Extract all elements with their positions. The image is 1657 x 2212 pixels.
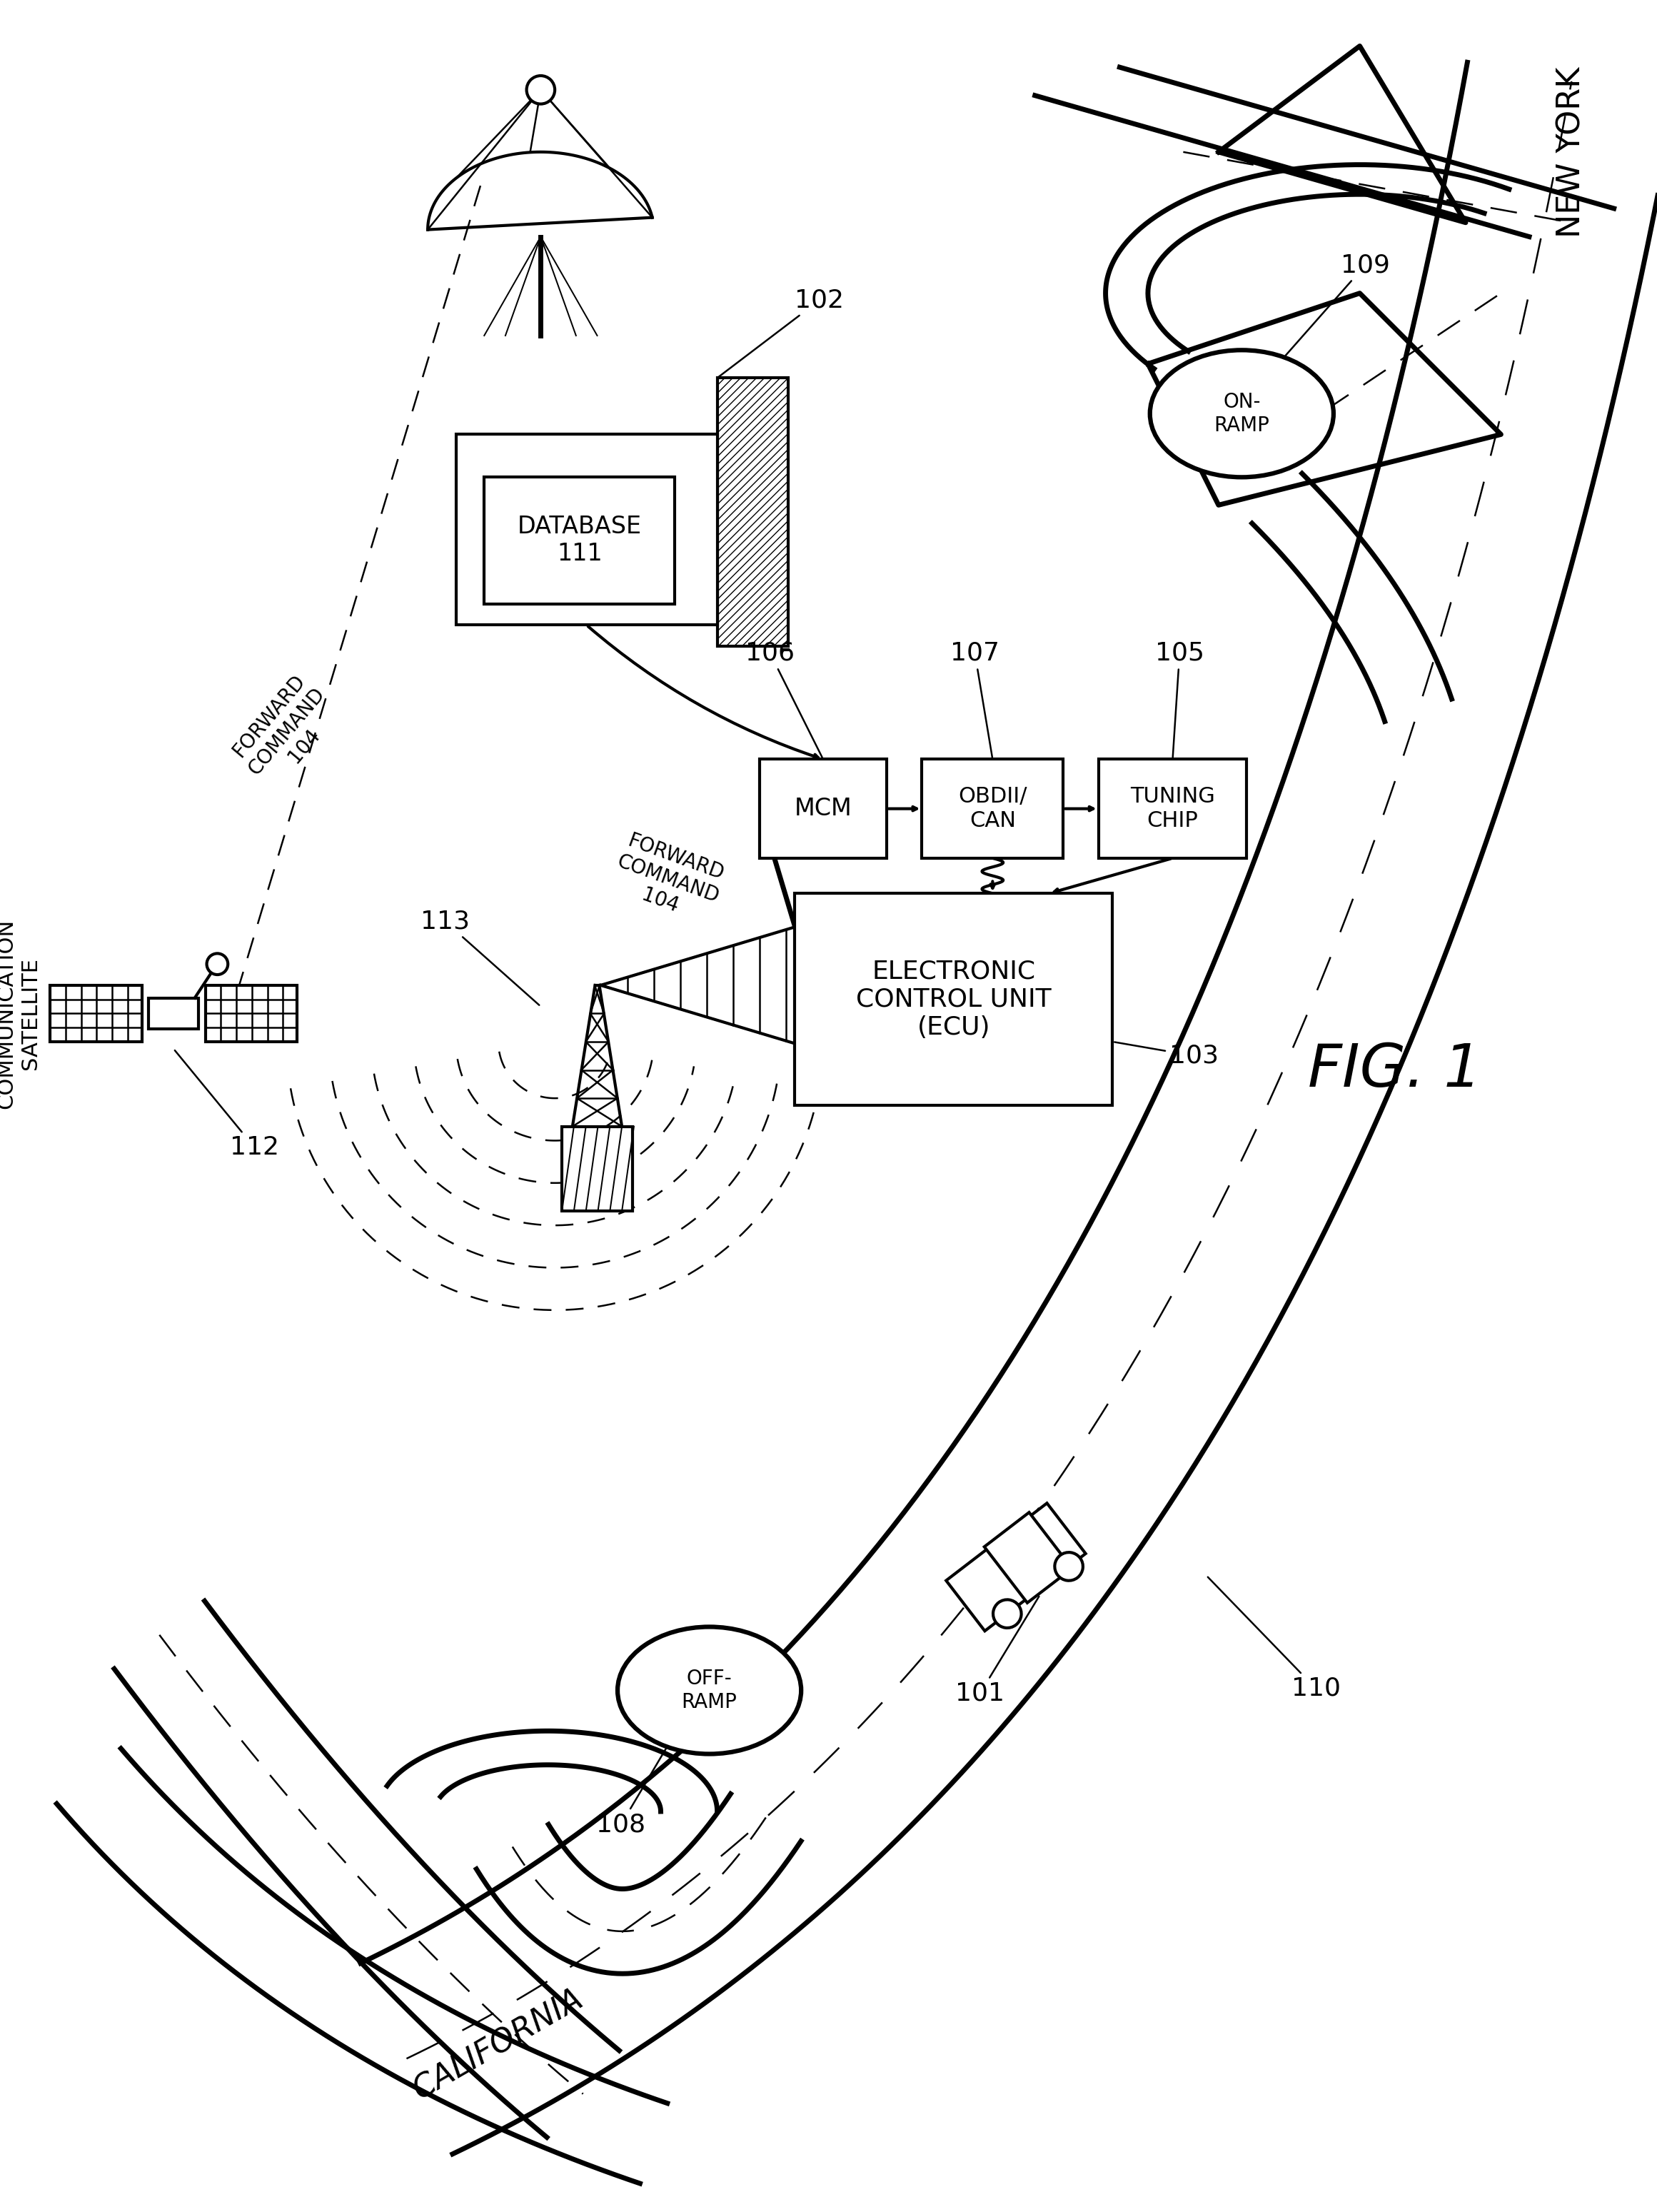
Bar [205, 984, 297, 1042]
Bar [149, 998, 199, 1029]
Text: FIG. 1: FIG. 1 [1309, 1042, 1481, 1099]
Bar [795, 894, 1112, 1106]
Text: DATABASE
111: DATABASE 111 [517, 515, 641, 566]
Bar [484, 478, 674, 604]
Ellipse shape [618, 1626, 800, 1754]
Ellipse shape [1150, 349, 1334, 478]
Text: 105: 105 [1155, 641, 1205, 757]
Text: COMMUNICATION
SATELLITE: COMMUNICATION SATELLITE [0, 918, 40, 1108]
Bar [921, 759, 1064, 858]
Bar [946, 1504, 1085, 1630]
Text: CALIFORNIA: CALIFORNIA [408, 1984, 588, 2106]
Text: 102: 102 [719, 288, 843, 376]
Text: NEW YORK: NEW YORK [1556, 66, 1587, 237]
Text: MCM: MCM [794, 796, 852, 821]
Bar [456, 434, 717, 626]
Text: FORWARD
COMMAND
104: FORWARD COMMAND 104 [227, 668, 346, 794]
Text: ON-
RAMP: ON- RAMP [1215, 392, 1269, 436]
Bar [759, 759, 886, 858]
Text: BASE
STATION: BASE STATION [537, 504, 636, 555]
Bar [1099, 759, 1246, 858]
Text: 110: 110 [1208, 1577, 1341, 1701]
Bar [717, 378, 787, 646]
Text: 113: 113 [421, 909, 539, 1004]
Text: 103: 103 [1115, 1042, 1218, 1068]
Text: ELECTRONIC
CONTROL UNIT
(ECU): ELECTRONIC CONTROL UNIT (ECU) [857, 960, 1052, 1040]
Circle shape [1056, 1553, 1084, 1582]
Circle shape [993, 1599, 1021, 1628]
Text: OBDII/
CAN: OBDII/ CAN [958, 785, 1027, 832]
Text: 108: 108 [597, 1750, 666, 1836]
Text: OFF-
RAMP: OFF- RAMP [681, 1668, 737, 1712]
Text: 107: 107 [949, 641, 999, 757]
Text: 106: 106 [746, 641, 822, 757]
Circle shape [207, 953, 229, 975]
Bar [562, 1126, 633, 1212]
Text: 112: 112 [174, 1051, 280, 1159]
Text: FORWARD
COMMAND
104: FORWARD COMMAND 104 [606, 830, 729, 929]
Text: 109: 109 [1286, 252, 1390, 356]
Circle shape [527, 75, 555, 104]
Text: TUNING
CHIP: TUNING CHIP [1130, 785, 1215, 832]
Bar [50, 984, 143, 1042]
Bar [984, 1513, 1072, 1604]
Text: 101: 101 [956, 1597, 1039, 1705]
